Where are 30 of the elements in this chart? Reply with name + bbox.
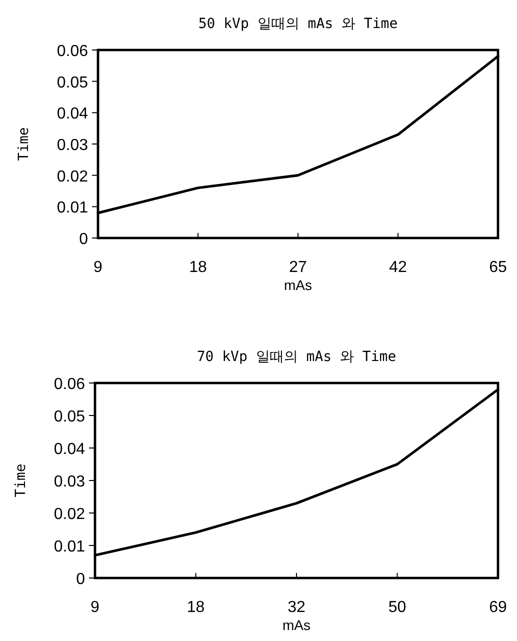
x-tick-label: 27	[289, 259, 307, 276]
x-axis-title: mAs	[282, 617, 310, 633]
x-tick-label: 50	[388, 599, 406, 616]
chart-title: 50 kVp 일때의 mAs 와 Time	[198, 16, 398, 32]
y-axis-title: Time	[16, 127, 32, 161]
y-tick-label: 0.01	[56, 200, 88, 217]
y-tick-label: 0.04	[54, 441, 86, 458]
y-tick-label: 0.02	[56, 168, 88, 186]
x-tick-label: 65	[489, 259, 507, 276]
y-tick-label: 0.05	[56, 74, 88, 92]
y-tick-label: 0.02	[54, 506, 86, 523]
x-tick-label: 18	[186, 599, 205, 616]
y-tick-label: 0.03	[56, 137, 88, 154]
x-tick-label: 9	[90, 599, 100, 616]
y-tick-label: 0.03	[54, 474, 86, 490]
y-tick-label: 0.06	[54, 376, 86, 393]
x-tick-label: 9	[94, 259, 103, 276]
x-tick-label: 18	[189, 259, 207, 276]
y-tick-label: 0	[76, 571, 86, 588]
y-tick-label: 0.06	[56, 43, 88, 60]
y-axis-title: Time	[13, 464, 29, 498]
x-axis-title: mAs	[284, 277, 312, 293]
y-tick-label: 0.01	[54, 538, 86, 556]
y-tick-label: 0	[79, 231, 88, 248]
x-tick-label: 42	[389, 259, 407, 276]
chart-title: 70 kVp 일때의 mAs 와 Time	[196, 349, 396, 365]
x-tick-label: 69	[489, 599, 507, 616]
y-tick-label: 0.04	[56, 106, 88, 123]
y-tick-label: 0.05	[54, 408, 86, 426]
x-tick-label: 32	[288, 599, 306, 616]
